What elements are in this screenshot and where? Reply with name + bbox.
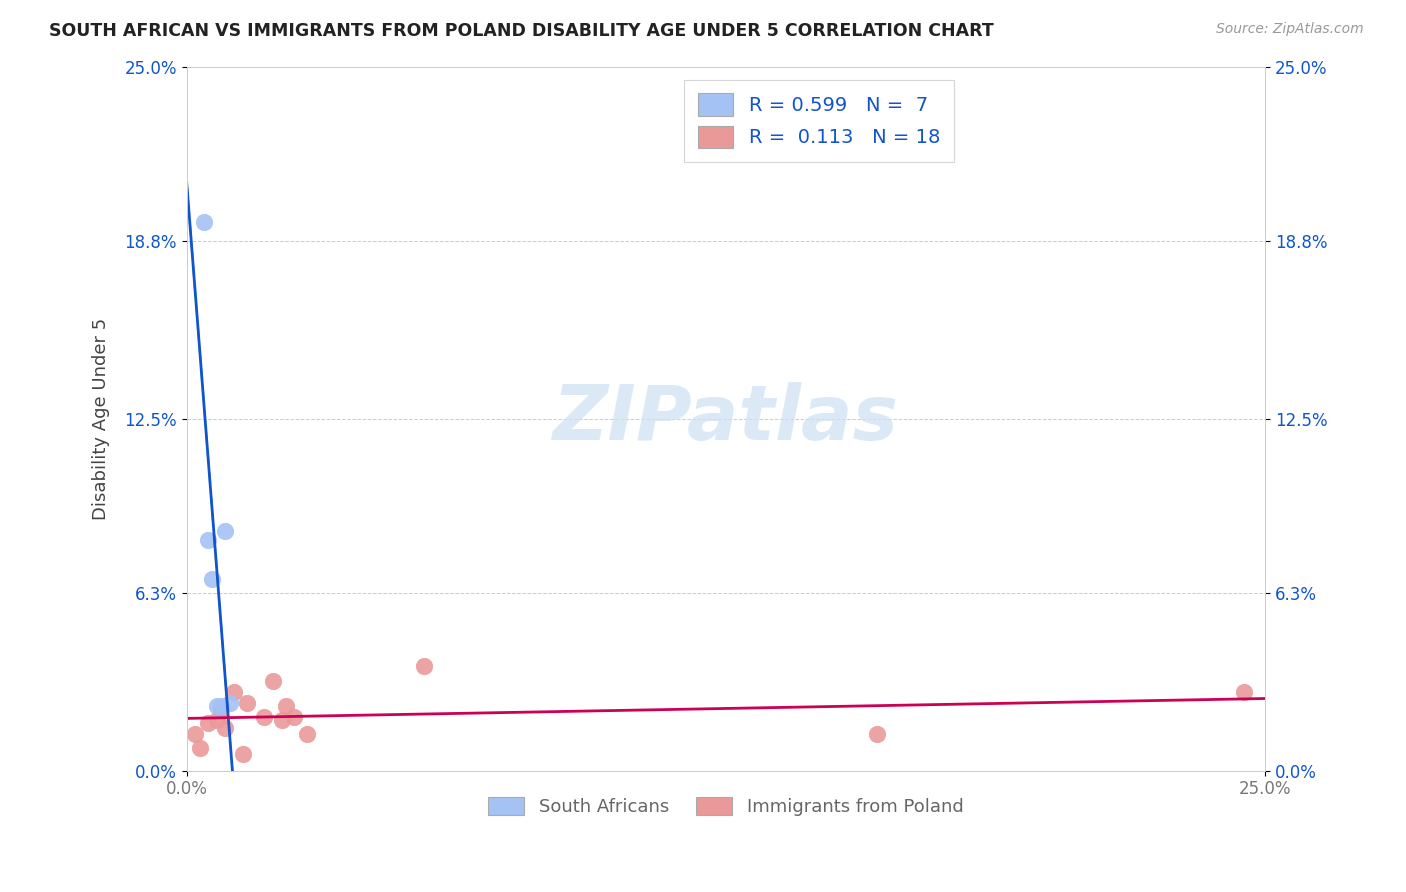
Text: Source: ZipAtlas.com: Source: ZipAtlas.com — [1216, 22, 1364, 37]
Point — [214, 722, 236, 736]
Legend: South Africans, Immigrants from Poland: South Africans, Immigrants from Poland — [479, 788, 973, 825]
Point — [188, 741, 211, 756]
Point — [218, 696, 240, 710]
Point — [262, 673, 284, 688]
Point — [1233, 685, 1256, 699]
Point — [412, 659, 434, 673]
Point — [283, 710, 305, 724]
Text: ZIPatlas: ZIPatlas — [553, 382, 898, 456]
Point — [209, 698, 232, 713]
Point — [274, 698, 297, 713]
Point — [866, 727, 889, 741]
Point — [197, 533, 219, 547]
Point — [197, 715, 219, 730]
Point — [222, 685, 245, 699]
Point — [297, 727, 319, 741]
Text: SOUTH AFRICAN VS IMMIGRANTS FROM POLAND DISABILITY AGE UNDER 5 CORRELATION CHART: SOUTH AFRICAN VS IMMIGRANTS FROM POLAND … — [49, 22, 994, 40]
Point — [209, 702, 232, 716]
Point — [236, 696, 259, 710]
Point — [184, 727, 207, 741]
Y-axis label: Disability Age Under 5: Disability Age Under 5 — [93, 318, 110, 520]
Point — [232, 747, 254, 761]
Point — [270, 713, 292, 727]
Point — [214, 524, 236, 539]
Point — [253, 710, 276, 724]
Point — [205, 698, 228, 713]
Point — [193, 214, 215, 228]
Point — [201, 572, 224, 586]
Point — [205, 713, 228, 727]
